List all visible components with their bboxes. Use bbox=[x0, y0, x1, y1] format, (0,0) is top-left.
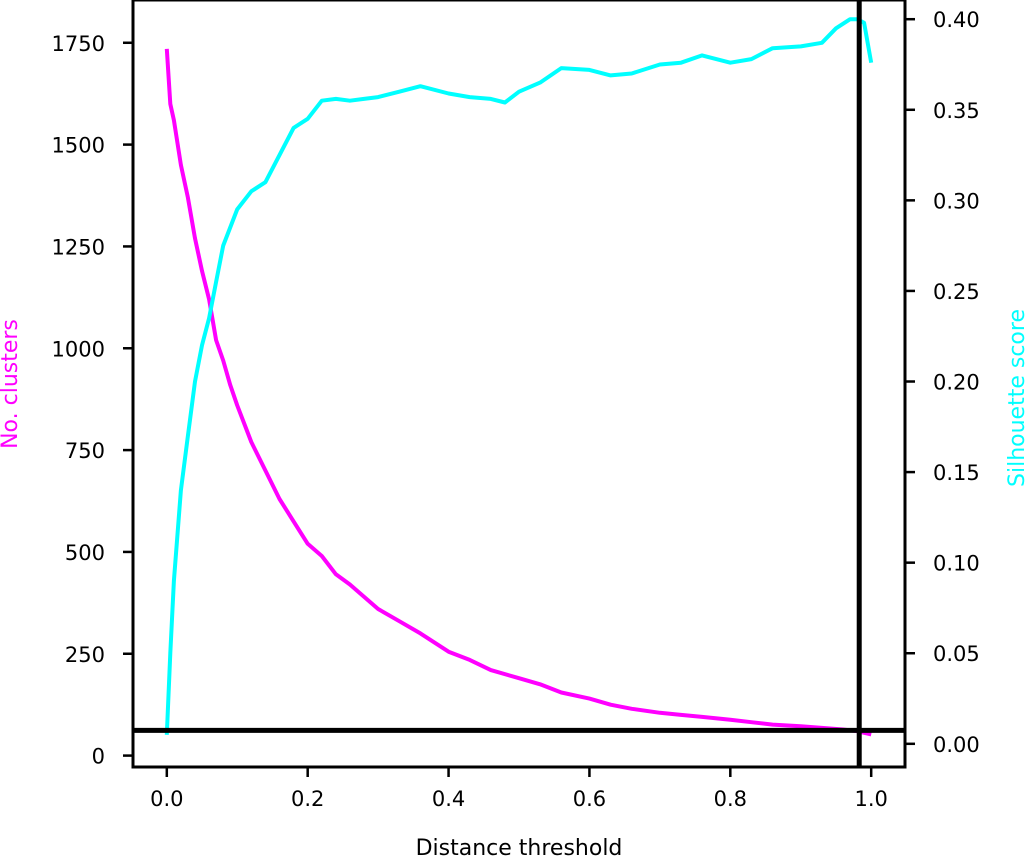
right-y-tick-label: 0.35 bbox=[933, 99, 980, 123]
left-axis-title: No. clusters bbox=[0, 319, 23, 449]
right-axis-ticks: 0.00 0.05 0.10 0.15 0.20 0.25 0.30 0.35 0.40 bbox=[905, 8, 980, 757]
x-tick-label: 1.0 bbox=[854, 787, 887, 811]
right-y-tick-label: 0.25 bbox=[933, 280, 980, 304]
right-y-tick-label: 0.40 bbox=[933, 8, 980, 32]
x-tick-label: 0.8 bbox=[714, 787, 747, 811]
left-y-tick-label: 500 bbox=[65, 541, 105, 565]
x-tick-label: 0.0 bbox=[150, 787, 183, 811]
x-tick-label: 0.6 bbox=[573, 787, 606, 811]
left-y-tick-label: 0 bbox=[92, 745, 105, 769]
plot-marks bbox=[133, 0, 905, 767]
silhouette-series-line bbox=[164, 17, 874, 735]
right-axis-title: Silhouette score bbox=[1005, 309, 1030, 487]
left-y-tick-label: 1000 bbox=[52, 337, 105, 361]
right-y-tick-label: 0.30 bbox=[933, 189, 980, 213]
x-axis-ticks: 0.0 0.2 0.4 0.6 0.8 1.0 bbox=[150, 767, 888, 811]
left-y-tick-label: 1750 bbox=[52, 32, 105, 56]
left-y-tick-label: 1500 bbox=[52, 134, 105, 158]
clusters-series-line bbox=[164, 48, 872, 737]
left-y-tick-label: 1250 bbox=[52, 235, 105, 259]
left-y-tick-label: 250 bbox=[65, 643, 105, 667]
right-y-tick-label: 0.05 bbox=[933, 642, 980, 666]
right-y-tick-label: 0.20 bbox=[933, 371, 980, 395]
right-y-tick-label: 0.15 bbox=[933, 461, 980, 485]
right-y-tick-label: 0.10 bbox=[933, 552, 980, 576]
left-axis-ticks: 0 250 500 750 1000 1250 1500 1750 bbox=[52, 32, 133, 769]
left-y-tick-label: 750 bbox=[65, 439, 105, 463]
x-axis-title: Distance threshold bbox=[416, 836, 623, 860]
right-y-tick-label: 0.00 bbox=[933, 733, 980, 757]
x-tick-label: 0.2 bbox=[291, 787, 324, 811]
plot-frame bbox=[131, 0, 907, 769]
x-tick-label: 0.4 bbox=[432, 787, 465, 811]
